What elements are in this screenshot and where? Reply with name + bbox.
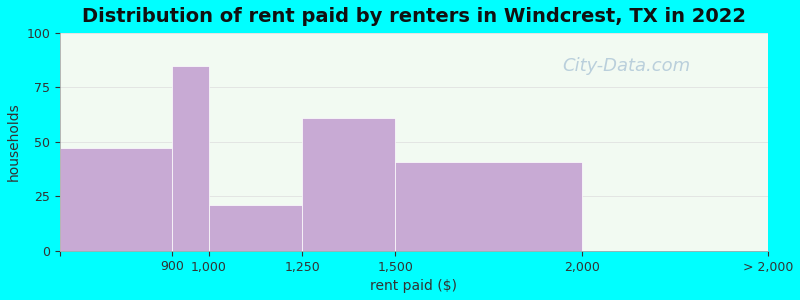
Bar bbox=[172, 66, 209, 251]
Bar bbox=[302, 118, 395, 251]
X-axis label: rent paid ($): rent paid ($) bbox=[370, 279, 458, 293]
Bar bbox=[209, 205, 302, 251]
Y-axis label: households: households bbox=[7, 103, 21, 181]
Text: City-Data.com: City-Data.com bbox=[562, 57, 690, 75]
Bar bbox=[60, 148, 172, 251]
Title: Distribution of rent paid by renters in Windcrest, TX in 2022: Distribution of rent paid by renters in … bbox=[82, 7, 746, 26]
Bar bbox=[395, 161, 582, 251]
